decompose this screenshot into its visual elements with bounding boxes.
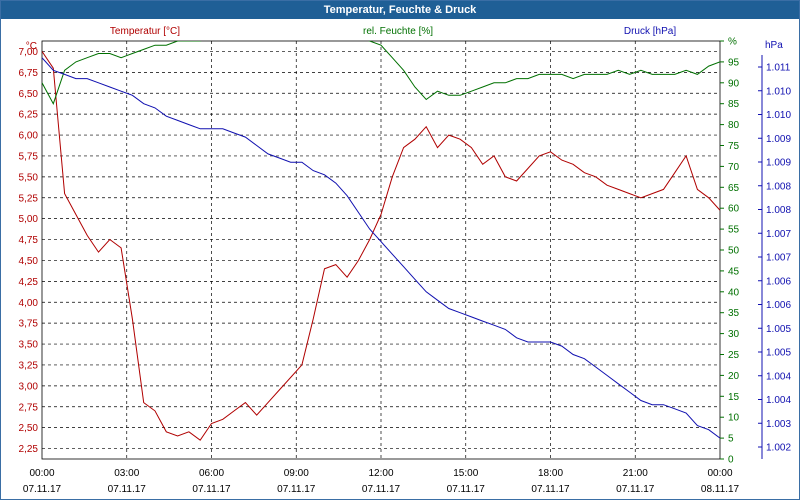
humidity-series-line: [42, 41, 720, 105]
temperature-tick-label: 6,25: [19, 110, 39, 121]
temperature-tick-label: 3,25: [19, 360, 39, 371]
humidity-tick-label: 90: [728, 78, 740, 89]
temperature-tick-label: 3,50: [19, 340, 39, 351]
temperature-tick-label: 2,25: [19, 444, 39, 455]
temperature-tick-label: 4,75: [19, 235, 39, 246]
humidity-tick-label: 95: [728, 57, 740, 68]
pressure-axis-title: Druck [hPa]: [624, 26, 676, 37]
temperature-series-line: [42, 51, 720, 441]
humidity-tick-label: 25: [728, 350, 740, 361]
x-tick-time: 00:00: [707, 468, 732, 479]
x-tick-time: 03:00: [114, 468, 139, 479]
pressure-tick-label: 1.009: [766, 134, 791, 145]
humidity-tick-label: 35: [728, 308, 740, 319]
temperature-tick-label: 7,00: [19, 47, 39, 58]
temperature-tick-label: 6,50: [19, 89, 39, 100]
x-tick-time: 15:00: [453, 468, 478, 479]
x-tick-date: 07.11.17: [616, 484, 655, 495]
pressure-tick-label: 1.007: [766, 253, 791, 264]
humidity-tick-label: 85: [728, 99, 740, 110]
humidity-tick-label: 0: [728, 455, 734, 466]
pressure-tick-label: 1.004: [766, 395, 791, 406]
pressure-tick-label: 1.006: [766, 300, 791, 311]
pressure-tick-label: 1.002: [766, 443, 791, 454]
humidity-tick-label: 5: [728, 434, 734, 445]
temperature-tick-label: 5,75: [19, 151, 39, 162]
temperature-tick-label: 4,25: [19, 277, 39, 288]
humidity-tick-label: 15: [728, 392, 740, 403]
pressure-unit: hPa: [765, 40, 783, 51]
x-tick-date: 07.11.17: [277, 484, 316, 495]
x-tick-time: 21:00: [623, 468, 648, 479]
x-tick-time: 00:00: [29, 468, 54, 479]
temperature-tick-label: 5,50: [19, 172, 39, 183]
pressure-series-line: [42, 57, 720, 439]
temperature-tick-label: 5,25: [19, 193, 39, 204]
temperature-tick-label: 3,75: [19, 319, 39, 330]
pressure-tick-label: 1.008: [766, 181, 791, 192]
pressure-tick-label: 1.003: [766, 419, 791, 430]
x-tick-date: 07.11.17: [23, 484, 62, 495]
x-tick-date: 07.11.17: [447, 484, 486, 495]
temperature-tick-label: 4,50: [19, 256, 39, 267]
humidity-tick-label: 55: [728, 225, 740, 236]
x-tick-date: 07.11.17: [108, 484, 147, 495]
pressure-tick-label: 1.005: [766, 324, 791, 335]
temperature-axis-title: Temperatur [°C]: [110, 26, 180, 37]
x-tick-date: 07.11.17: [531, 484, 570, 495]
pressure-tick-label: 1.009: [766, 158, 791, 169]
temperature-tick-label: 2,50: [19, 423, 39, 434]
humidity-tick-label: 20: [728, 371, 740, 382]
humidity-tick-label: 50: [728, 246, 740, 257]
pressure-tick-label: 1.007: [766, 229, 791, 240]
temperature-tick-label: 5,00: [19, 214, 39, 225]
x-tick-time: 06:00: [199, 468, 224, 479]
x-tick-date: 08.11.17: [701, 484, 740, 495]
temperature-tick-label: 6,00: [19, 131, 39, 142]
pressure-tick-label: 1.005: [766, 348, 791, 359]
window-title: Temperatur, Feuchte & Druck: [1, 1, 799, 19]
x-tick-time: 18:00: [538, 468, 563, 479]
x-tick-time: 12:00: [368, 468, 393, 479]
humidity-tick-label: 10: [728, 413, 740, 424]
x-tick-time: 09:00: [284, 468, 309, 479]
humidity-tick-label: 80: [728, 120, 740, 131]
temperature-unit: °C: [26, 41, 37, 52]
humidity-tick-label: 30: [728, 329, 740, 340]
humidity-tick-label: 65: [728, 183, 740, 194]
temperature-tick-label: 4,00: [19, 298, 39, 309]
temperature-tick-label: 6,75: [19, 68, 39, 79]
humidity-tick-label: 40: [728, 287, 740, 298]
pressure-tick-label: 1.010: [766, 86, 791, 97]
humidity-tick-label: 60: [728, 204, 740, 215]
x-tick-date: 07.11.17: [192, 484, 231, 495]
humidity-tick-label: %: [728, 37, 737, 48]
humidity-axis-title: rel. Feuchte [%]: [363, 26, 433, 37]
pressure-tick-label: 1.011: [766, 63, 791, 74]
pressure-tick-label: 1.004: [766, 371, 791, 382]
humidity-tick-label: 45: [728, 266, 740, 277]
pressure-tick-label: 1.006: [766, 276, 791, 287]
pressure-tick-label: 1.008: [766, 205, 791, 216]
humidity-tick-label: 75: [728, 141, 740, 152]
humidity-tick-label: 70: [728, 162, 740, 173]
x-tick-date: 07.11.17: [362, 484, 401, 495]
temperature-tick-label: 3,00: [19, 381, 39, 392]
pressure-tick-label: 1.010: [766, 110, 791, 121]
temperature-tick-label: 2,75: [19, 402, 39, 413]
